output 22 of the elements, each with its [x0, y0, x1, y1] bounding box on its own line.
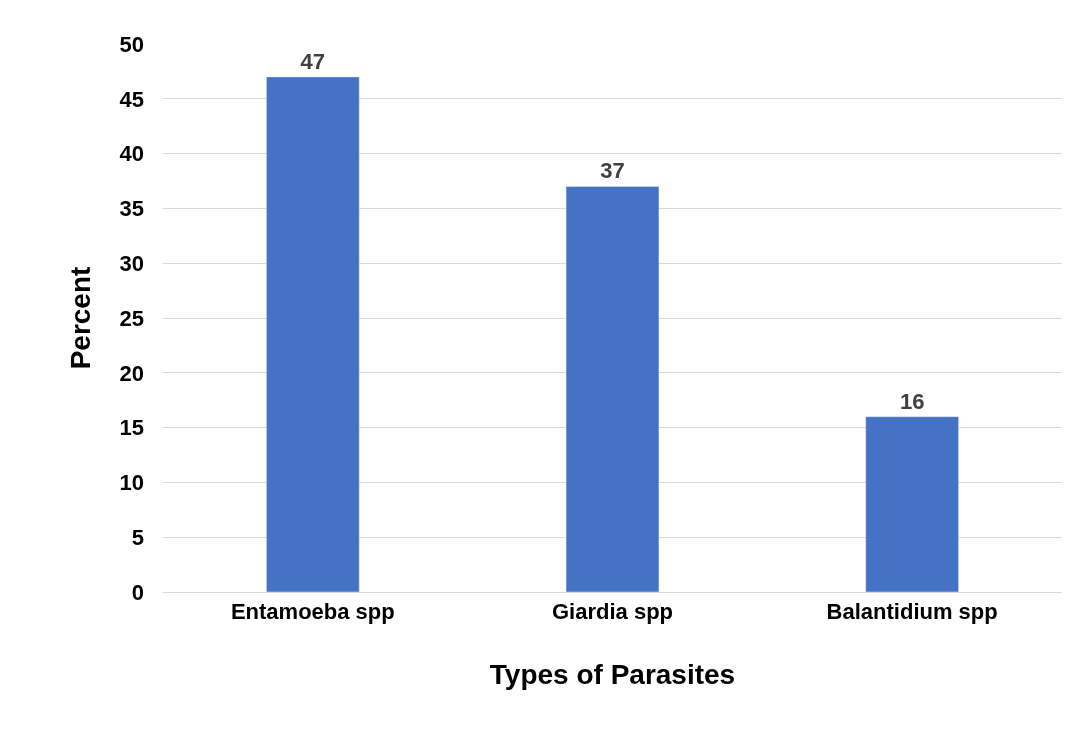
y-tick-label: 40 — [119, 141, 144, 167]
y-tick-label: 45 — [119, 86, 144, 112]
data-label: 37 — [600, 158, 625, 184]
x-tick-label: Entamoeba spp — [230, 599, 395, 625]
y-tick-label: 50 — [119, 31, 144, 57]
y-axis-title: Percent — [65, 266, 97, 370]
x-tick-label: Giardia spp — [551, 599, 674, 625]
y-tick-label: 30 — [119, 250, 144, 276]
data-label: 16 — [899, 388, 925, 414]
x-tick-label: Balantidium spp — [826, 599, 998, 625]
y-tick-label: 25 — [119, 305, 144, 331]
bar — [266, 76, 360, 592]
y-tick-label: 10 — [119, 470, 144, 496]
bar — [865, 416, 959, 592]
x-axis-title: Types of Parasites — [489, 658, 736, 690]
data-label: 47 — [300, 48, 326, 74]
y-tick-label: 15 — [119, 415, 144, 441]
y-tick-label: 20 — [119, 360, 144, 386]
y-tick-label: 5 — [131, 524, 144, 550]
y-tick-label: 35 — [119, 196, 144, 222]
y-tick-label: 0 — [131, 579, 144, 605]
bar — [565, 186, 660, 592]
